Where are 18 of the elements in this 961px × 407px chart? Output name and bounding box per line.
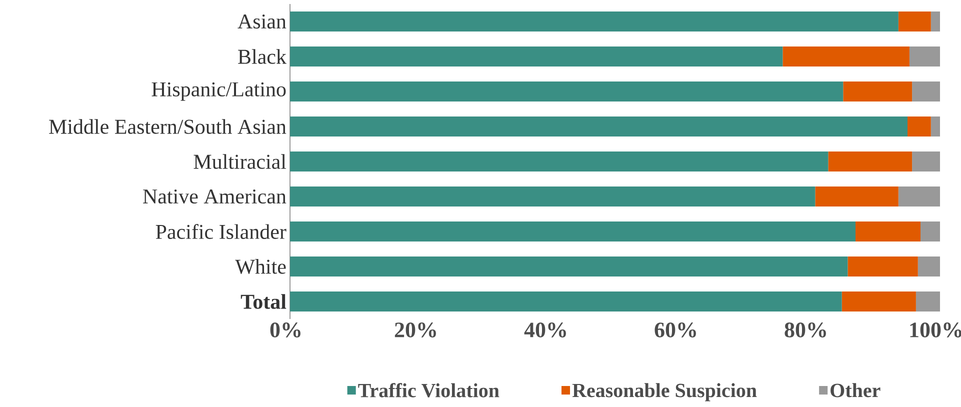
y-tick-label: Multiracial [194,154,286,169]
y-tick-label: Native American [143,189,286,204]
y-tick-label: Pacific Islander [156,224,286,239]
x-tick-label: 20% [394,322,436,338]
legend-label: Other [830,383,880,398]
y-tick-label: Black [238,49,286,64]
y-tick-label: Hispanic/Latino [152,82,286,101]
x-tick-label: 80% [784,322,826,338]
x-tick-label: 0% [270,322,300,338]
y-tick-label: Middle Eastern/South Asian [49,119,286,134]
y-tick-label: White [235,259,286,274]
legend-label: Traffic Violation [358,383,500,398]
y-tick-label: Asian [238,14,286,29]
legend-label: Reasonable Suspicion [572,383,757,402]
y-tick-label: Total [240,294,286,309]
x-tick-label: 40% [524,322,566,338]
x-tick-label: 100% [910,322,961,338]
x-tick-label: 60% [654,322,696,338]
